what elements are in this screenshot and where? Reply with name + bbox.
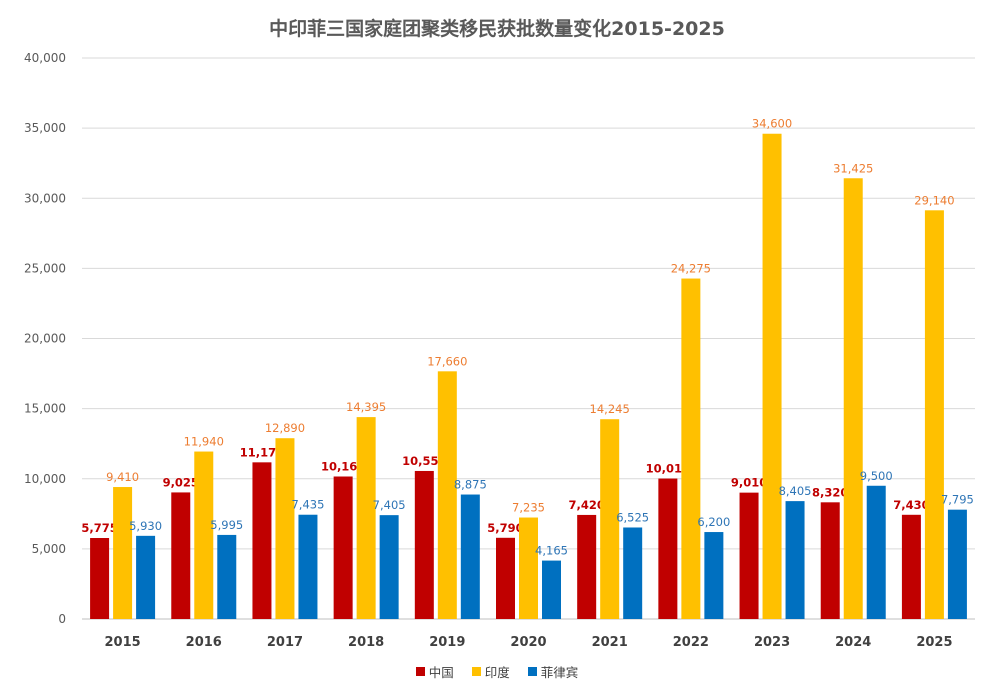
- legend-item: 印度: [471, 662, 510, 681]
- bar: [90, 538, 110, 619]
- data-label: 31,425: [833, 161, 873, 175]
- x-tick-label: 2021: [592, 635, 628, 650]
- bar: [298, 514, 318, 619]
- data-label: 24,275: [671, 262, 711, 276]
- legend: 中国 印度 菲律宾: [0, 662, 994, 681]
- bar: [901, 514, 921, 619]
- x-tick-label: 2019: [429, 635, 465, 650]
- x-tick-label: 2023: [754, 635, 790, 650]
- bar: [843, 178, 863, 619]
- bar: [704, 532, 724, 619]
- legend-swatch: [415, 667, 425, 676]
- bar: [194, 451, 214, 619]
- data-label: 8,320: [812, 485, 848, 499]
- y-tick-label: 25,000: [24, 261, 66, 275]
- bar: [623, 527, 643, 619]
- data-label: 8,875: [454, 478, 487, 492]
- data-label: 7,235: [512, 501, 545, 515]
- data-label: 9,410: [106, 470, 139, 484]
- data-label: 5,790: [487, 521, 523, 535]
- bar: [136, 535, 156, 619]
- data-label: 5,775: [81, 521, 117, 535]
- legend-label: 中国: [428, 665, 454, 680]
- data-label: 5,995: [210, 518, 243, 532]
- bar: [414, 470, 434, 619]
- data-label: 9,025: [163, 475, 199, 489]
- x-tick-label: 2018: [348, 635, 384, 650]
- data-label: 14,395: [346, 400, 386, 414]
- y-tick-label: 10,000: [24, 472, 66, 486]
- x-tick-label: 2016: [186, 635, 222, 650]
- data-label: 7,430: [893, 498, 929, 512]
- bar: [785, 501, 805, 619]
- bar: [577, 514, 597, 619]
- data-label: 7,795: [941, 493, 974, 507]
- data-label: 8,405: [779, 484, 812, 498]
- y-tick-label: 30,000: [24, 191, 66, 205]
- bar: [542, 560, 561, 619]
- data-label: 9,010: [731, 476, 767, 490]
- bar: [333, 476, 353, 619]
- x-tick-label: 2015: [104, 635, 140, 650]
- bar: [171, 492, 191, 619]
- y-tick-label: 35,000: [24, 121, 66, 135]
- y-tick-label: 15,000: [24, 402, 66, 416]
- data-label: 10,555: [402, 454, 446, 468]
- y-tick-label: 0: [58, 612, 66, 626]
- data-label: 10,160: [321, 460, 365, 474]
- legend-label: 印度: [484, 665, 510, 680]
- bar: [739, 492, 759, 619]
- data-label: 10,015: [646, 462, 690, 476]
- bar: [600, 419, 620, 619]
- bar: [113, 487, 133, 619]
- data-label: 7,405: [373, 498, 406, 512]
- x-tick-label: 2024: [835, 635, 871, 650]
- data-label: 9,500: [860, 469, 893, 483]
- legend-swatch: [527, 667, 537, 676]
- legend-swatch: [471, 667, 481, 676]
- data-label: 11,940: [184, 435, 224, 449]
- bar: [437, 371, 457, 619]
- data-label: 7,420: [568, 498, 604, 512]
- bar: [947, 509, 967, 619]
- bar: [924, 210, 944, 619]
- bar: [460, 494, 480, 619]
- bar: [275, 438, 295, 619]
- data-label: 12,890: [265, 421, 305, 435]
- bar: [519, 517, 538, 619]
- legend-item: 中国: [415, 662, 454, 681]
- bar: [820, 502, 840, 619]
- bar: [658, 478, 678, 619]
- data-label: 29,140: [914, 193, 954, 207]
- data-label: 4,165: [535, 544, 568, 558]
- bar: [866, 485, 886, 619]
- bar: [379, 515, 399, 619]
- y-tick-label: 20,000: [24, 332, 66, 346]
- bar: [217, 534, 237, 619]
- x-tick-label: 2017: [267, 635, 303, 650]
- chart-title: 中印菲三国家庭团聚类移民获批数量变化2015-2025: [269, 18, 725, 40]
- data-label: 17,660: [427, 354, 467, 368]
- bar: [356, 417, 376, 619]
- bar: [762, 133, 782, 620]
- data-label: 6,200: [697, 515, 730, 529]
- data-label: 34,600: [752, 117, 792, 131]
- data-label: 7,435: [291, 498, 324, 512]
- data-label: 11,170: [240, 445, 284, 459]
- bar: [496, 537, 515, 619]
- y-tick-label: 40,000: [24, 51, 66, 65]
- y-tick-label: 5,000: [32, 542, 66, 556]
- data-label: 6,525: [616, 510, 649, 524]
- data-label: 5,930: [129, 519, 162, 533]
- legend-item: 菲律宾: [527, 662, 579, 681]
- data-label: 14,245: [590, 402, 630, 416]
- x-tick-label: 2025: [916, 635, 952, 650]
- bar: [681, 278, 701, 619]
- legend-label: 菲律宾: [540, 665, 579, 680]
- bar: [252, 462, 272, 619]
- x-tick-label: 2020: [510, 635, 546, 650]
- x-tick-label: 2022: [673, 635, 709, 650]
